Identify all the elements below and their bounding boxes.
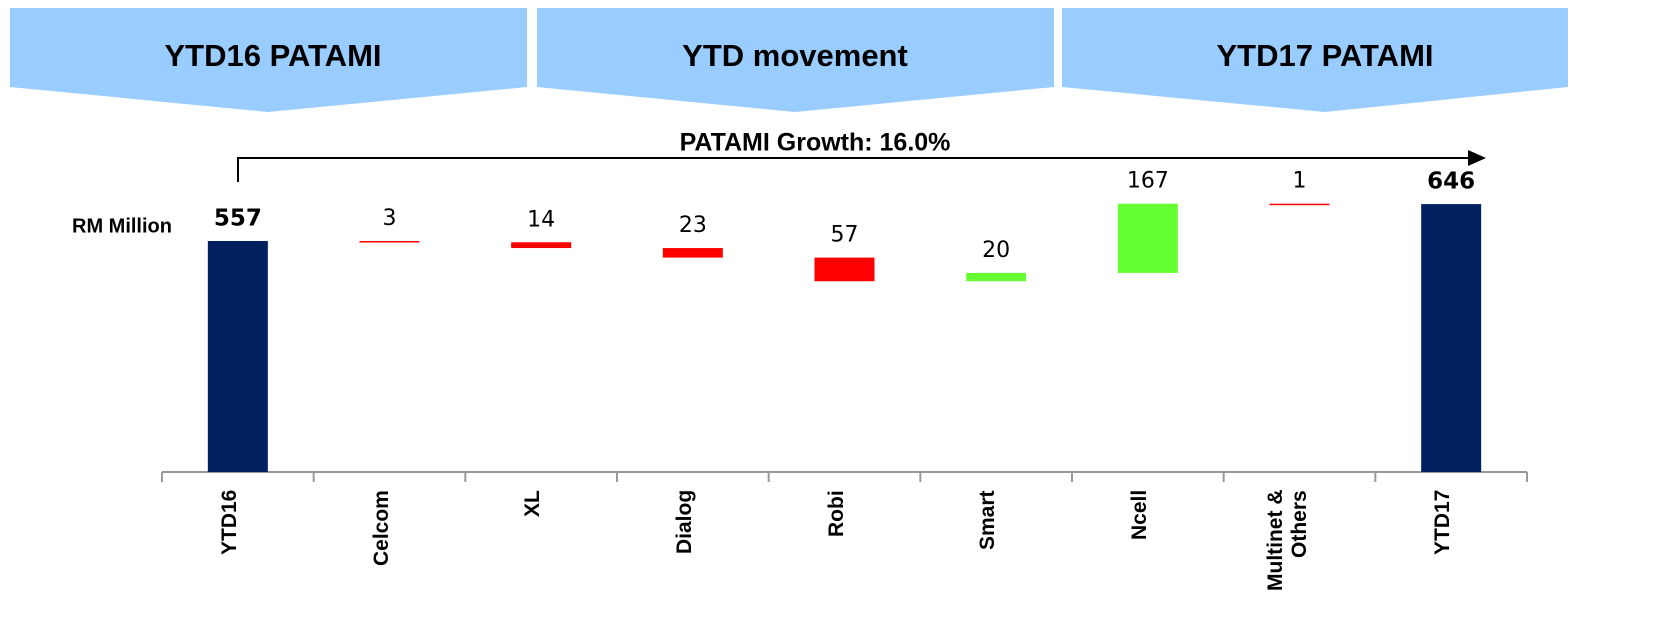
header-banner — [537, 8, 1054, 112]
x-tick-label: Ncell — [1127, 490, 1151, 541]
data-label: 557 — [214, 206, 262, 232]
bar — [966, 272, 1027, 282]
y-label: RM Million — [72, 215, 172, 237]
bar — [207, 241, 268, 472]
x-tick-label: Robi — [824, 490, 848, 537]
bar — [1421, 204, 1482, 472]
arrow-head — [1468, 150, 1486, 166]
x-tick-label: Smart — [976, 490, 1000, 550]
bar — [814, 257, 875, 282]
header-banner — [1062, 8, 1568, 112]
annotation: PATAMI Growth: 16.0% — [680, 129, 951, 157]
bar — [1269, 203, 1330, 206]
bar — [511, 242, 572, 249]
header-title: YTD movement — [682, 38, 908, 73]
data-label: 20 — [982, 238, 1010, 263]
x-tick-label: Multinet & Others — [1263, 490, 1311, 592]
x-tick-label: YTD16 — [217, 490, 241, 556]
bar — [662, 248, 723, 258]
x-tick-label: Celcom — [369, 490, 393, 566]
x-tick-label: Dialog — [672, 490, 696, 555]
data-label: 23 — [679, 213, 707, 238]
data-label: 14 — [527, 207, 555, 232]
x-tick-label: YTD17 — [1431, 490, 1455, 556]
data-label: 1 — [1293, 169, 1307, 194]
header-banner — [10, 8, 527, 112]
header-title: YTD16 PATAMI — [164, 38, 381, 73]
data-label: 646 — [1427, 169, 1475, 195]
growth-arrow — [237, 157, 1470, 182]
data-label: 167 — [1127, 169, 1169, 194]
bar — [359, 241, 420, 243]
header-title: YTD17 PATAMI — [1216, 38, 1433, 73]
data-label: 57 — [831, 223, 859, 248]
x-tick-label: XL — [521, 490, 545, 517]
bar — [1117, 203, 1178, 273]
data-label: 3 — [383, 206, 397, 231]
